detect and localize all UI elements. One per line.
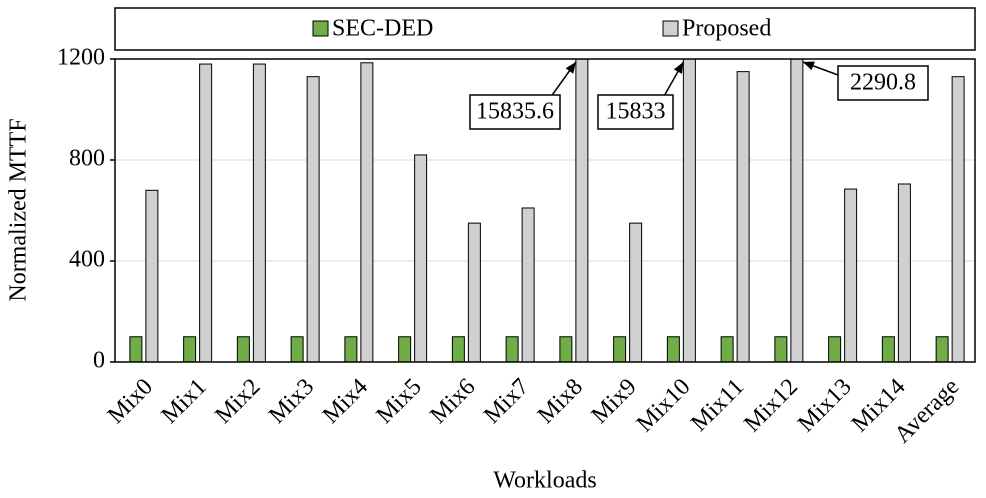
bar <box>521 207 535 362</box>
bar <box>951 76 965 362</box>
bar <box>451 336 465 362</box>
bar <box>881 336 895 362</box>
arrow-head <box>802 61 815 71</box>
y-tick-label: 800 <box>69 146 105 172</box>
annotation-box <box>469 94 561 130</box>
x-tick-label: Mix7 <box>479 374 534 429</box>
bar <box>682 59 696 362</box>
bar <box>613 336 627 362</box>
bar <box>897 183 911 362</box>
bar <box>290 336 304 362</box>
bar <box>145 189 159 362</box>
legend-box <box>114 7 976 51</box>
x-tick-label: Mix11 <box>686 374 749 437</box>
bars <box>129 59 965 362</box>
x-tick-label: Mix10 <box>632 374 696 438</box>
bar <box>467 222 481 362</box>
annotation-box <box>837 65 929 101</box>
x-tick-label: Mix0 <box>103 374 158 429</box>
x-tick-label: Mix1 <box>157 374 212 429</box>
bar <box>252 63 266 362</box>
bar <box>129 336 143 362</box>
bar <box>360 62 374 362</box>
y-tick-label: 400 <box>69 247 105 273</box>
annotation-label: 15833 <box>606 99 666 125</box>
legend-swatch <box>662 20 679 37</box>
annotation-box <box>597 94 674 130</box>
bar <box>398 336 412 362</box>
y-tick-label: 0 <box>93 348 105 374</box>
x-tick-label: Mix6 <box>425 374 480 429</box>
bar <box>575 59 589 362</box>
bar <box>559 336 573 362</box>
bar <box>236 336 250 362</box>
bar <box>414 154 428 362</box>
plot-frame <box>114 58 976 363</box>
x-tick-label: Mix3 <box>264 374 319 429</box>
bar <box>199 63 213 362</box>
bar <box>344 336 358 362</box>
y-tick-label: 1200 <box>57 45 105 71</box>
arrow-head <box>565 62 576 74</box>
bar <box>828 336 842 362</box>
bar <box>790 59 804 362</box>
bar <box>629 222 643 362</box>
bar <box>666 336 680 362</box>
bar <box>844 188 858 362</box>
annotation-label: 15835.6 <box>476 99 554 125</box>
legend-label: Proposed <box>682 16 771 42</box>
arrow-head <box>673 62 684 74</box>
bar <box>720 336 734 362</box>
x-tick-label: Mix8 <box>533 374 588 429</box>
y-axis-title: Normalized MTTF <box>6 118 32 301</box>
x-tick-label: Mix13 <box>793 374 857 438</box>
bar <box>736 71 750 362</box>
bar <box>183 336 197 362</box>
bar <box>505 336 519 362</box>
bar <box>935 336 949 362</box>
x-axis-title: Workloads <box>493 468 596 494</box>
x-tick-label: Mix12 <box>739 374 803 438</box>
legend-swatch <box>312 20 329 37</box>
x-tick-label: Mix5 <box>372 374 427 429</box>
bar <box>306 76 320 362</box>
annotation-label: 2290.8 <box>850 70 916 96</box>
x-tick-label: Mix2 <box>210 374 265 429</box>
bar <box>774 336 788 362</box>
legend-label: SEC-DED <box>332 16 433 42</box>
x-tick-label: Mix4 <box>318 374 373 429</box>
